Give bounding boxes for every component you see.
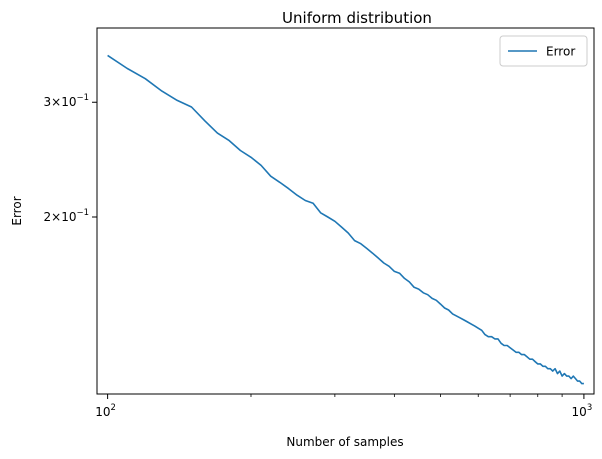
x-axis-ticks: 102 103 <box>95 394 592 419</box>
x-axis-label: Number of samples <box>286 435 403 449</box>
x-tick-exponent: 3 <box>587 403 592 413</box>
y-tick-exponent: −1 <box>76 93 89 103</box>
series-line-error <box>107 54 584 385</box>
y-tick-mantissa: 2×10 <box>44 210 77 224</box>
y-tick-exponent: −1 <box>76 208 89 218</box>
plot-frame <box>96 27 595 395</box>
y-tick-label: 2×10−1 <box>44 208 90 224</box>
y-tick-label: 3×10−1 <box>44 93 90 109</box>
x-tick-exponent: 2 <box>111 403 116 413</box>
legend: Error <box>499 35 588 67</box>
y-axis-label: Error <box>10 196 24 225</box>
x-tick-label: 103 <box>572 403 593 419</box>
chart-title: Uniform distribution <box>282 9 432 27</box>
plot-area <box>107 54 584 385</box>
x-tick-base: 10 <box>95 405 110 419</box>
legend-box <box>499 35 588 67</box>
x-tick-base: 10 <box>572 405 587 419</box>
x-tick-label: 102 <box>95 403 116 419</box>
y-tick-mantissa: 3×10 <box>44 95 77 109</box>
y-axis-ticks: 3×10−12×10−1 <box>44 93 97 224</box>
legend-entry-error: Error <box>546 45 575 59</box>
